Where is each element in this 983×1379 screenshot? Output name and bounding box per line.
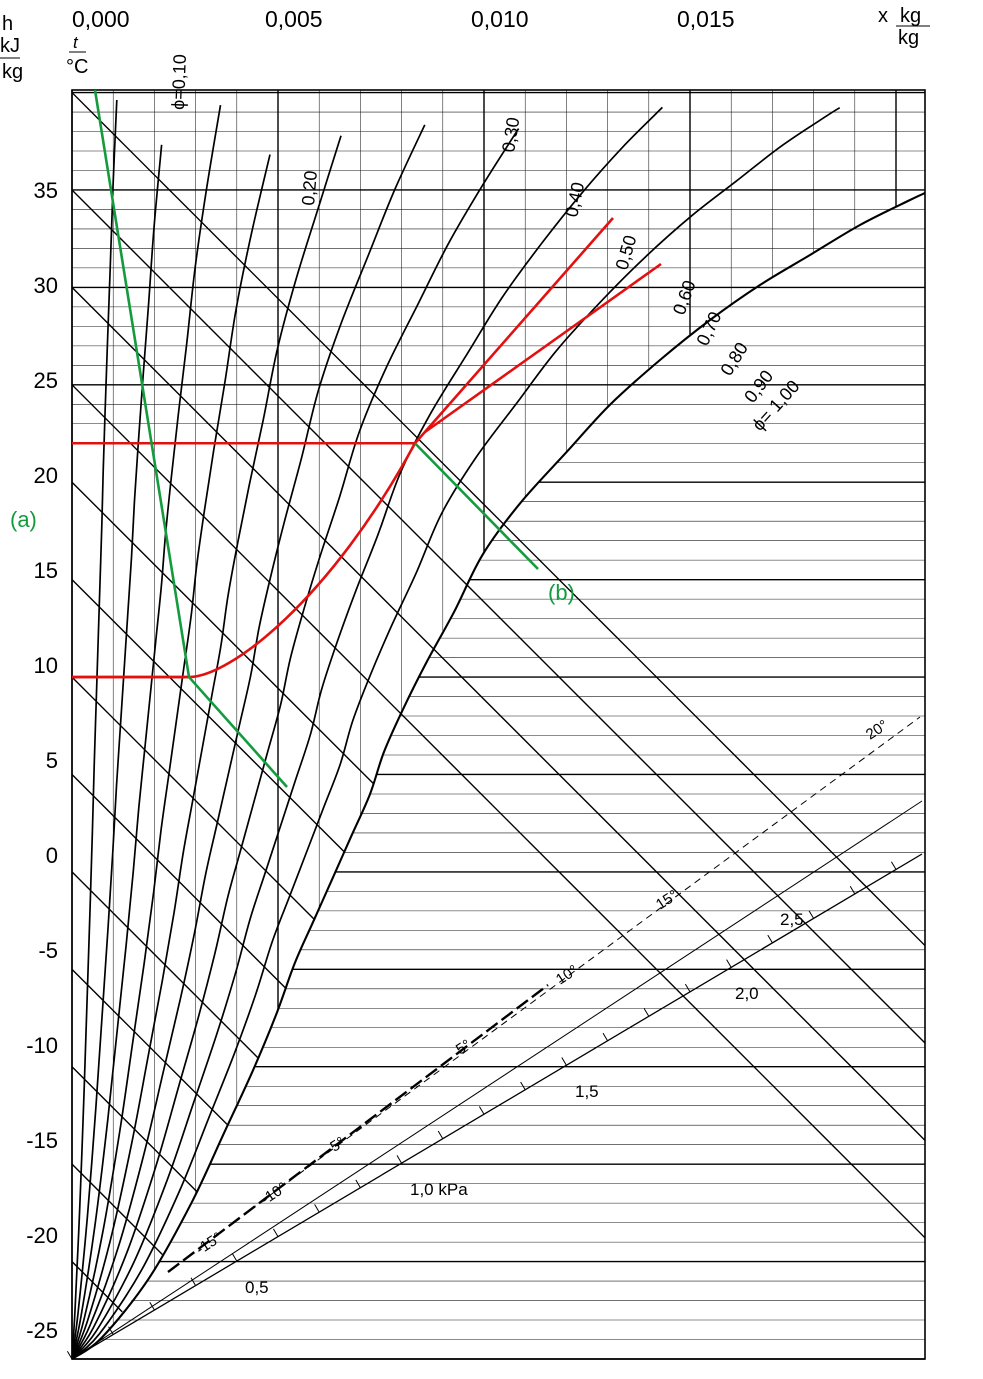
svg-text:-25: -25 bbox=[26, 1318, 58, 1343]
svg-text:2,0: 2,0 bbox=[735, 984, 759, 1003]
svg-text:15: 15 bbox=[34, 558, 58, 583]
svg-text:25: 25 bbox=[34, 368, 58, 393]
svg-text:ϕ=0,10: ϕ=0,10 bbox=[168, 54, 190, 110]
svg-text:0,005: 0,005 bbox=[265, 6, 323, 32]
svg-text:kg: kg bbox=[898, 27, 919, 49]
svg-text:-15: -15 bbox=[26, 1128, 58, 1153]
svg-text:35: 35 bbox=[34, 178, 58, 203]
svg-text:30: 30 bbox=[34, 273, 58, 298]
svg-text:0,20: 0,20 bbox=[298, 170, 321, 207]
svg-text:2,5: 2,5 bbox=[780, 910, 804, 929]
svg-text:kg: kg bbox=[900, 5, 921, 27]
svg-text:1,0 kPa: 1,0 kPa bbox=[410, 1180, 468, 1199]
svg-text:0,5: 0,5 bbox=[245, 1278, 269, 1297]
svg-text:°C: °C bbox=[66, 56, 88, 78]
svg-text:kJ: kJ bbox=[0, 35, 20, 57]
svg-text:0,000: 0,000 bbox=[72, 6, 130, 32]
svg-text:0,015: 0,015 bbox=[677, 6, 735, 32]
svg-text:x: x bbox=[878, 5, 888, 27]
svg-text:-20: -20 bbox=[26, 1223, 58, 1248]
svg-text:-5: -5 bbox=[38, 938, 58, 963]
svg-text:h: h bbox=[2, 13, 13, 35]
svg-text:kg: kg bbox=[2, 61, 23, 83]
svg-text:-10: -10 bbox=[26, 1033, 58, 1058]
svg-text:1,5: 1,5 bbox=[575, 1082, 599, 1101]
svg-text:5: 5 bbox=[46, 748, 58, 773]
svg-text:(b): (b) bbox=[548, 580, 575, 605]
svg-text:(a): (a) bbox=[10, 507, 37, 532]
svg-text:20: 20 bbox=[34, 463, 58, 488]
svg-text:0: 0 bbox=[46, 843, 58, 868]
svg-text:0,010: 0,010 bbox=[471, 6, 529, 32]
svg-text:10: 10 bbox=[34, 653, 58, 678]
